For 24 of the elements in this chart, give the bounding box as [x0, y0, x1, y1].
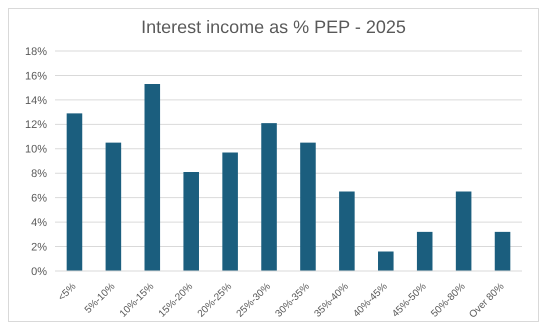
y-tick-label: 12% — [24, 119, 48, 132]
bar — [261, 123, 277, 271]
bar — [456, 192, 472, 271]
bar — [416, 232, 432, 271]
bar — [339, 192, 355, 271]
bar — [494, 232, 510, 271]
bar — [144, 84, 160, 271]
y-tick-label: 14% — [24, 94, 48, 107]
bar — [300, 142, 316, 271]
bar — [106, 142, 122, 271]
x-tick-label: <5% — [56, 281, 79, 304]
y-tick-label: 18% — [24, 46, 48, 58]
y-tick-label: 2% — [31, 241, 48, 254]
bar — [222, 152, 238, 271]
bar — [183, 172, 199, 271]
y-tick-label: 8% — [31, 168, 48, 180]
y-tick-label: 6% — [31, 192, 48, 205]
y-tick-label: 0% — [31, 266, 48, 278]
y-tick-label: 10% — [24, 144, 48, 156]
chart-title: Interest income as % PEP - 2025 — [140, 16, 407, 39]
y-tick-label: 4% — [31, 217, 48, 230]
bar — [66, 113, 82, 271]
y-tick-label: 16% — [24, 70, 48, 82]
bar — [378, 251, 394, 271]
